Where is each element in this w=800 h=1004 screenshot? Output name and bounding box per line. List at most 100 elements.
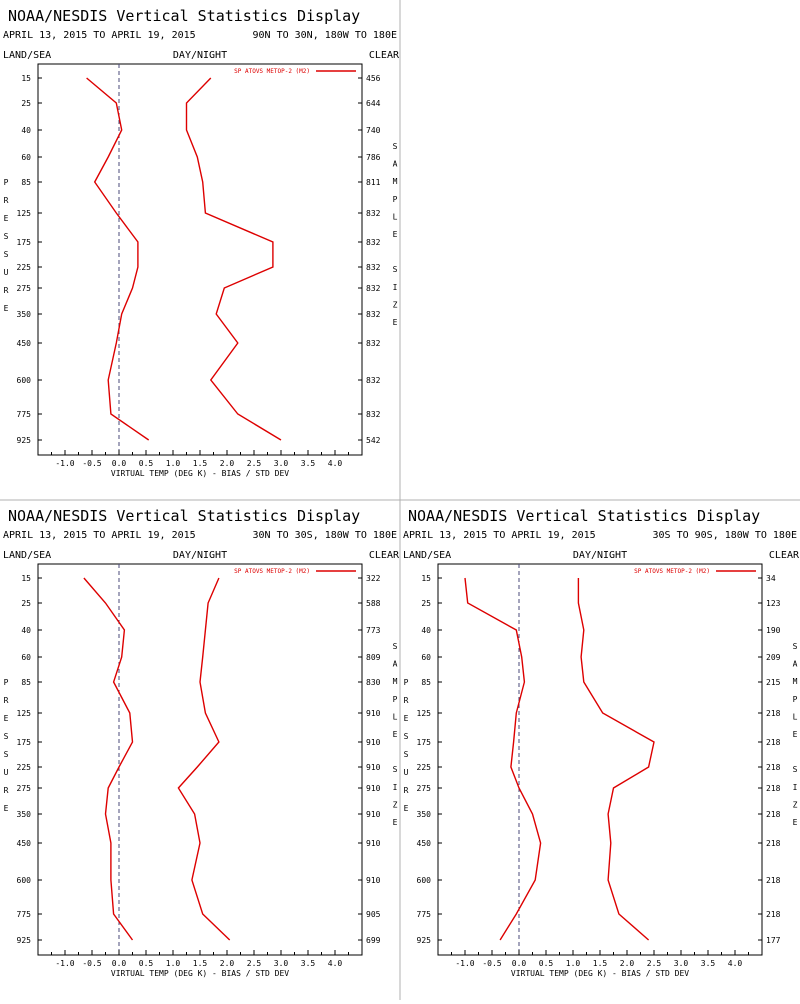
sample-size-label: 177 (766, 936, 781, 945)
sample-size-label: 910 (366, 738, 381, 747)
sample-size-label: 910 (366, 876, 381, 885)
pressure-label: 225 (17, 763, 32, 772)
sample-size-label: 123 (766, 599, 781, 608)
sample-size-label: 209 (766, 653, 781, 662)
sample-size-label: 218 (766, 839, 781, 848)
pressure-label: 85 (21, 678, 31, 687)
sample-size-label: 832 (366, 310, 381, 319)
pressure-axis-letter: S (404, 750, 409, 759)
sample-size-axis-letter: M (393, 177, 398, 186)
x-tick-label: 0.0 (112, 959, 127, 968)
pressure-axis-letter: U (4, 268, 9, 277)
pressure-label: 350 (417, 810, 432, 819)
sample-size-label: 644 (366, 99, 381, 108)
sample-size-label: 588 (366, 599, 381, 608)
sample-size-axis-letter: P (393, 195, 398, 204)
pressure-label: 15 (21, 574, 31, 583)
x-tick-label: 3.5 (701, 959, 716, 968)
pressure-label: 925 (17, 936, 32, 945)
chart-panel-3: NOAA/NESDIS Vertical Statistics Display A… (403, 507, 800, 978)
std-dev-series-line (185, 77, 282, 441)
sample-size-label: 218 (766, 810, 781, 819)
pressure-axis-letter: E (4, 304, 9, 313)
sample-size-axis-letter: Z (793, 800, 798, 809)
sample-size-axis-letter: A (793, 660, 798, 669)
pressure-label: 275 (17, 284, 32, 293)
sample-size-axis-letter: I (393, 283, 398, 292)
plot-frame (37, 63, 363, 456)
panel-title: NOAA/NESDIS Vertical Statistics Display (8, 507, 360, 525)
x-tick-label: 4.0 (328, 959, 343, 968)
sample-size-label: 832 (366, 284, 381, 293)
sample-size-axis-letter: E (793, 818, 798, 827)
sample-size-label: 218 (766, 784, 781, 793)
sample-size-axis-letter: L (793, 712, 798, 721)
sample-size-label: 34 (766, 574, 776, 583)
pressure-axis-letter: E (404, 714, 409, 723)
pressure-axis-letter: S (404, 732, 409, 741)
x-tick-label: 4.0 (328, 459, 343, 468)
pressure-axis-letter: E (4, 804, 9, 813)
sample-size-label: 322 (366, 574, 381, 583)
pressure-label: 85 (421, 678, 431, 687)
day-night-label: DAY/NIGHT (573, 550, 627, 561)
sample-size-axis-letter: S (393, 265, 398, 274)
panel-title: NOAA/NESDIS Vertical Statistics Display (408, 507, 760, 525)
x-tick-label: 3.0 (674, 959, 689, 968)
bias-series-line (83, 577, 134, 941)
bias-series-line (464, 577, 542, 941)
sample-size-label: 910 (366, 810, 381, 819)
legend-label: SP ATOVS METOP-2 (M2) (234, 68, 310, 75)
pressure-label: 175 (17, 238, 32, 247)
pressure-label: 775 (17, 910, 32, 919)
region-label: 30S TO 90S, 180W TO 180E (653, 530, 798, 541)
pressure-axis-letter: R (4, 196, 9, 205)
sample-size-label: 832 (366, 263, 381, 272)
sample-size-label: 905 (366, 910, 381, 919)
sample-size-label: 832 (366, 209, 381, 218)
land-sea-label: LAND/SEA (3, 550, 51, 561)
sample-size-label: 218 (766, 709, 781, 718)
panel-title: NOAA/NESDIS Vertical Statistics Display (8, 7, 360, 25)
sample-size-axis-letter: S (393, 765, 398, 774)
legend-label: SP ATOVS METOP-2 (M2) (234, 568, 310, 575)
x-tick-label: 1.0 (166, 959, 181, 968)
sample-size-label: 699 (366, 936, 381, 945)
x-tick-label: 1.0 (166, 459, 181, 468)
sample-size-axis-letter: S (393, 142, 398, 151)
pressure-label: 175 (417, 738, 432, 747)
sample-size-axis-letter: M (793, 677, 798, 686)
pressure-axis-letter: U (4, 768, 9, 777)
pressure-axis-letter: R (404, 696, 409, 705)
x-tick-label: 2.5 (647, 959, 662, 968)
sample-size-label: 456 (366, 74, 381, 83)
chart-panel-1: NOAA/NESDIS Vertical Statistics Display A… (3, 7, 400, 478)
date-range: APRIL 13, 2015 TO APRIL 19, 2015 (3, 530, 196, 541)
sample-size-label: 740 (366, 126, 381, 135)
region-label: 90N TO 30N, 180W TO 180E (253, 30, 398, 41)
x-axis-label: VIRTUAL TEMP (DEG K) - BIAS / STD DEV (111, 469, 289, 478)
pressure-label: 925 (417, 936, 432, 945)
sample-size-label: 786 (366, 153, 381, 162)
pressure-label: 600 (17, 376, 32, 385)
x-tick-label: 2.5 (247, 959, 262, 968)
pressure-label: 40 (21, 626, 31, 635)
sample-size-label: 218 (766, 876, 781, 885)
sample-size-label: 773 (366, 626, 381, 635)
clear-label: CLEAR (369, 550, 400, 561)
x-tick-label: 0.5 (539, 959, 554, 968)
std-dev-series-line (577, 578, 655, 941)
pressure-label: 450 (417, 839, 432, 848)
sample-size-axis-letter: L (393, 212, 398, 221)
sample-size-label: 910 (366, 784, 381, 793)
date-range: APRIL 13, 2015 TO APRIL 19, 2015 (403, 530, 596, 541)
pressure-label: 275 (417, 784, 432, 793)
pressure-axis-letter: S (4, 750, 9, 759)
sample-size-axis-letter: Z (393, 800, 398, 809)
pressure-label: 15 (21, 74, 31, 83)
x-axis-label: VIRTUAL TEMP (DEG K) - BIAS / STD DEV (111, 969, 289, 978)
pressure-label: 350 (17, 810, 32, 819)
sample-size-label: 830 (366, 678, 381, 687)
